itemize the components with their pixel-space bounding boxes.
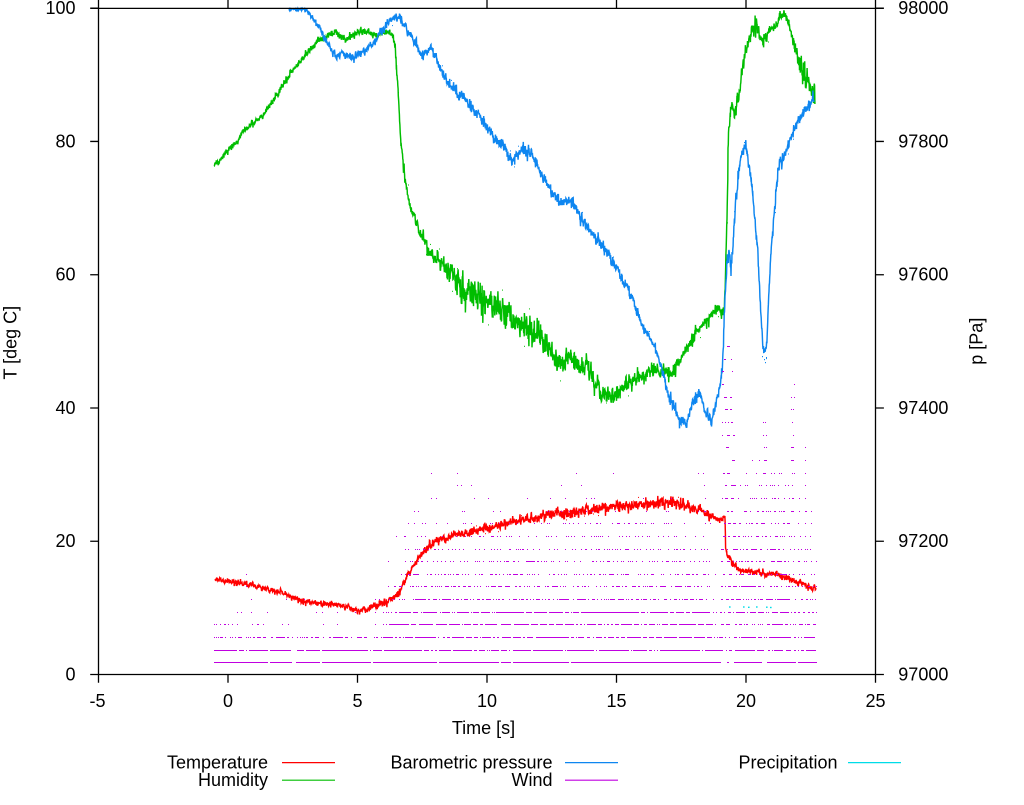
svg-text:5: 5 [352, 691, 362, 711]
svg-text:40: 40 [55, 398, 75, 418]
svg-text:80: 80 [55, 131, 75, 151]
svg-text:25: 25 [865, 691, 885, 711]
svg-text:Time [s]: Time [s] [452, 718, 515, 738]
svg-text:97600: 97600 [898, 265, 948, 285]
svg-text:-5: -5 [89, 691, 105, 711]
svg-text:Humidity: Humidity [198, 770, 268, 790]
svg-text:15: 15 [606, 691, 626, 711]
svg-text:Wind: Wind [511, 770, 552, 790]
svg-text:0: 0 [65, 665, 75, 685]
svg-text:20: 20 [736, 691, 756, 711]
svg-text:T [deg C]: T [deg C] [1, 306, 21, 380]
svg-text:Temperature: Temperature [167, 752, 268, 772]
svg-text:100: 100 [45, 0, 75, 18]
svg-text:97200: 97200 [898, 531, 948, 551]
svg-text:p [Pa]: p [Pa] [967, 318, 987, 365]
svg-text:Barometric pressure: Barometric pressure [390, 752, 552, 772]
svg-text:10: 10 [477, 691, 497, 711]
svg-text:60: 60 [55, 265, 75, 285]
svg-text:20: 20 [55, 531, 75, 551]
svg-text:0: 0 [223, 691, 233, 711]
svg-text:98000: 98000 [898, 0, 948, 18]
svg-text:Precipitation: Precipitation [738, 752, 837, 772]
svg-text:97800: 97800 [898, 131, 948, 151]
svg-text:97000: 97000 [898, 665, 948, 685]
svg-text:97400: 97400 [898, 398, 948, 418]
